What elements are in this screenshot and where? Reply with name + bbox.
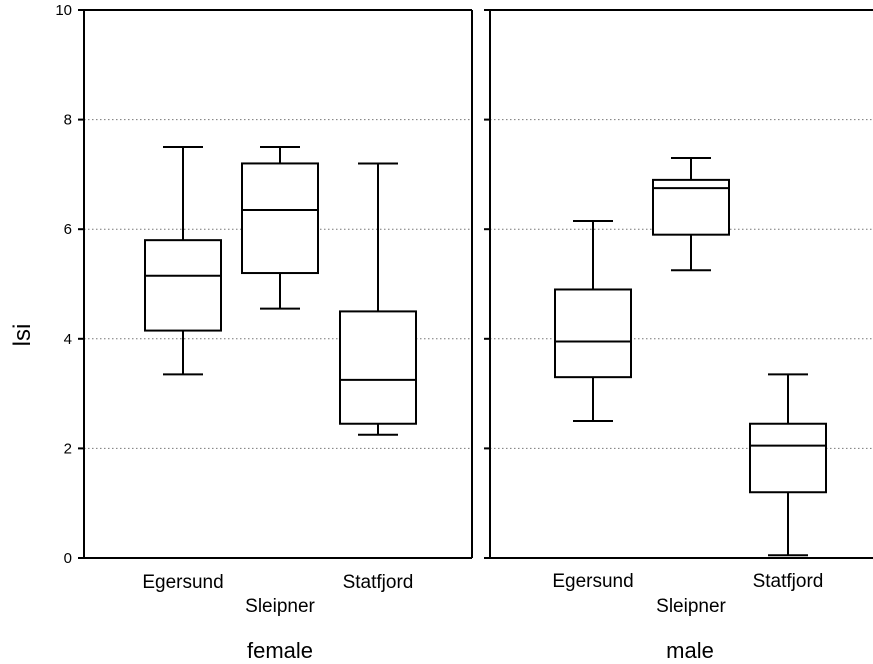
box-female-Egersund bbox=[144, 146, 222, 376]
iqr-box bbox=[144, 239, 222, 332]
label-layer: 0 2 4 6 8 10 lsi Egersund Sleipner Statfjord femal… bbox=[9, 2, 823, 663]
panel-label-female: female bbox=[247, 638, 313, 663]
box-layer bbox=[144, 146, 827, 557]
category-label-male-Egersund: Egersund bbox=[552, 571, 633, 592]
y-tick-label-4: 4 bbox=[64, 331, 72, 348]
box-male-Statfjord bbox=[749, 373, 827, 557]
frame-layer bbox=[78, 9, 873, 559]
box-female-Statfjord bbox=[339, 162, 417, 436]
category-label-female-Egersund: Egersund bbox=[142, 572, 223, 593]
iqr-box bbox=[749, 422, 827, 494]
iqr-box bbox=[554, 288, 632, 379]
y-tick-label-2: 2 bbox=[64, 440, 72, 457]
box-male-Sleipner bbox=[652, 156, 730, 272]
grid-layer bbox=[84, 119, 873, 449]
y-tick-label-8: 8 bbox=[64, 112, 72, 129]
category-label-female-Sleipner: Sleipner bbox=[245, 596, 315, 617]
category-label-female-Statfjord: Statfjord bbox=[343, 572, 414, 593]
box-female-Sleipner bbox=[241, 146, 319, 310]
panel-label-male: male bbox=[666, 638, 714, 663]
category-label-male-Statfjord: Statfjord bbox=[753, 571, 824, 592]
y-tick-label-0: 0 bbox=[64, 550, 72, 567]
iqr-box bbox=[339, 310, 417, 425]
y-tick-label-10: 10 bbox=[55, 2, 72, 19]
y-axis-label: lsi bbox=[9, 324, 36, 347]
category-label-male-Sleipner: Sleipner bbox=[656, 596, 726, 617]
y-tick-label-6: 6 bbox=[64, 221, 72, 238]
box-male-Egersund bbox=[554, 219, 632, 422]
iqr-box bbox=[241, 162, 319, 275]
